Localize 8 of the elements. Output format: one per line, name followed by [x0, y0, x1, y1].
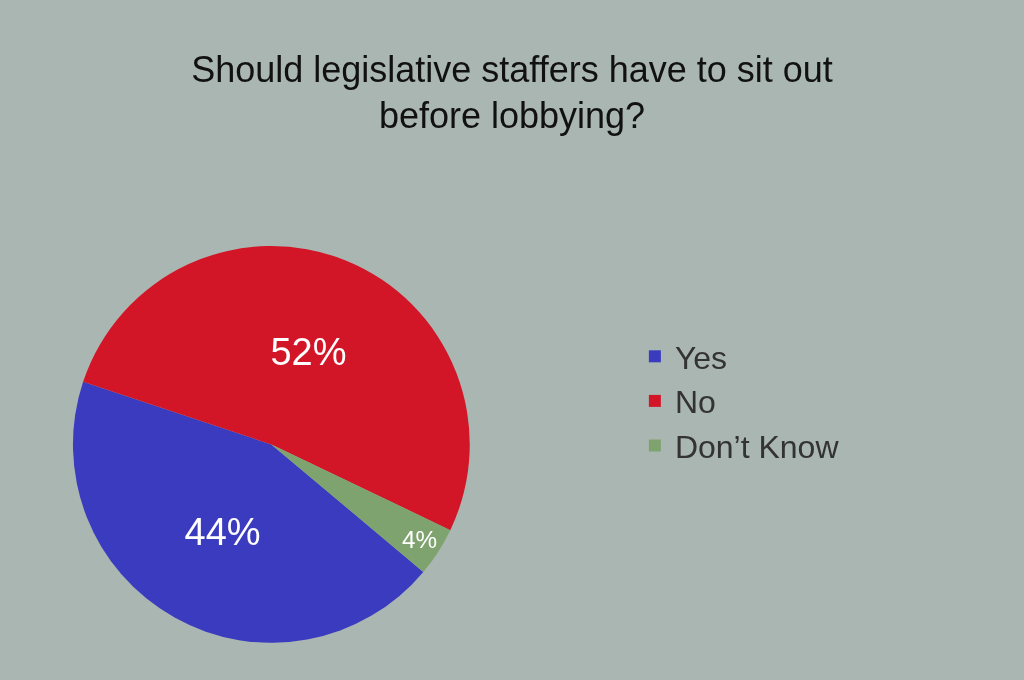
legend-label: No — [674, 384, 716, 421]
pie-slice — [271, 444, 451, 572]
legend-label: Yes — [674, 339, 728, 376]
data-label: 44% — [184, 510, 261, 553]
legend-label: Don’t Know — [674, 428, 840, 465]
data-label: 52% — [270, 331, 347, 374]
data-label: 4% — [402, 526, 438, 554]
chart-title: Should legislative staffers have to sit out before lobbying? — [191, 48, 833, 137]
